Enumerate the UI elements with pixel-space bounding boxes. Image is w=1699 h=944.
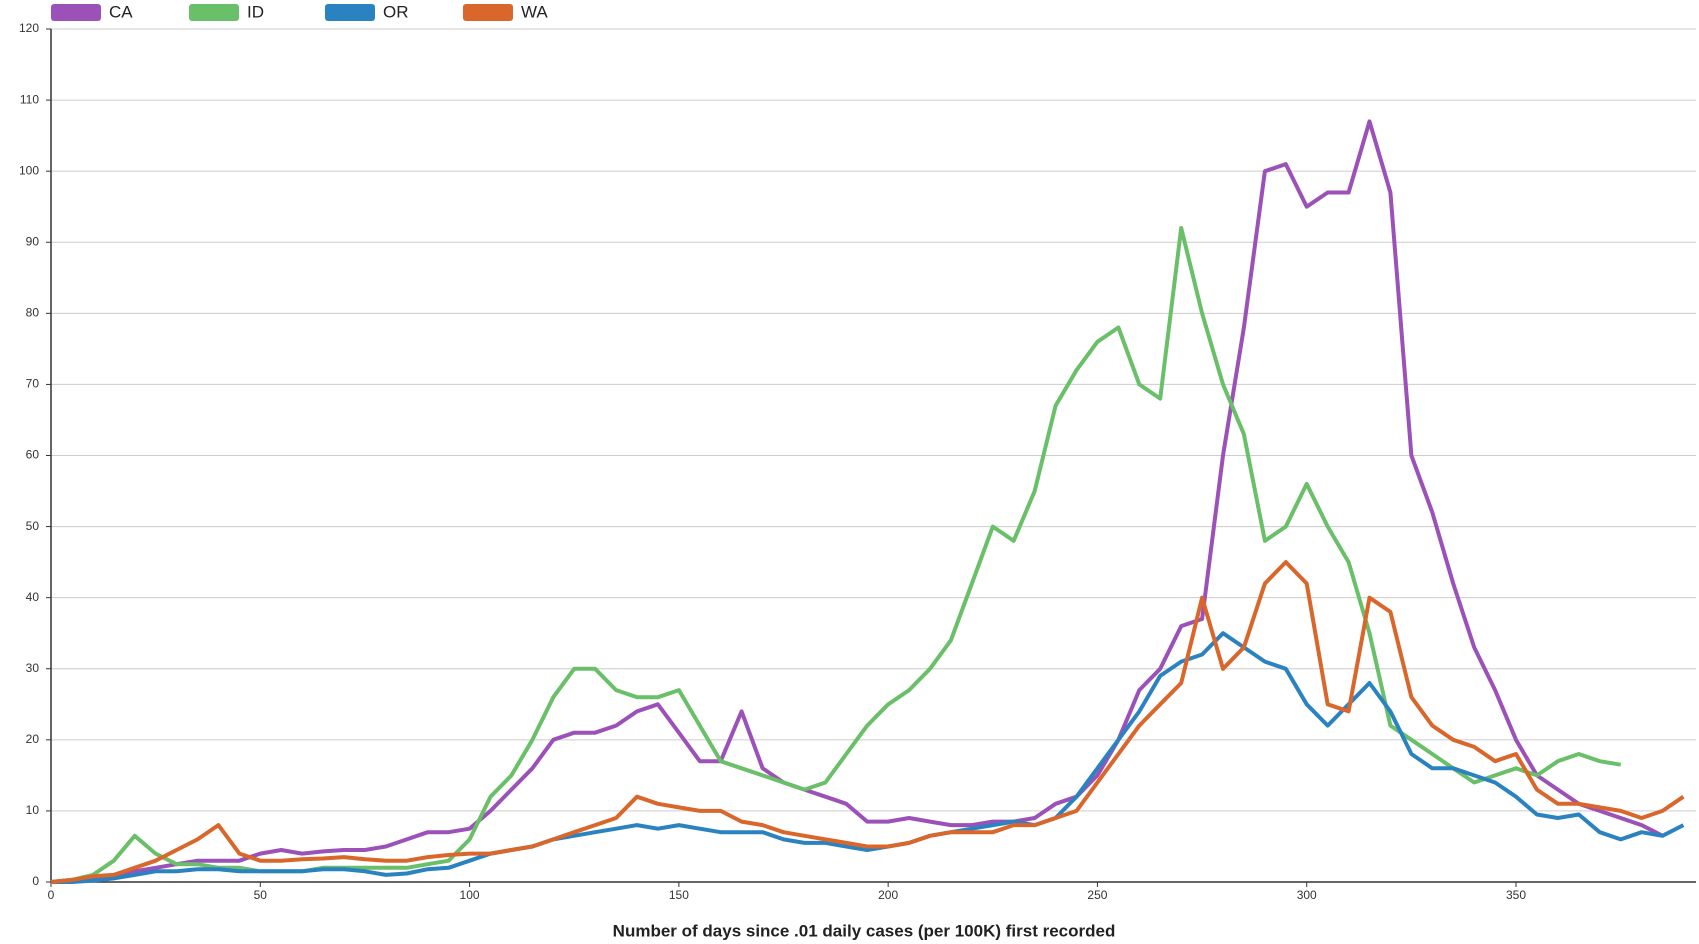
y-tick-label: 110 (20, 92, 39, 106)
legend-label: CA (109, 2, 133, 21)
y-tick-label: 120 (19, 21, 39, 35)
x-tick-label: 300 (1297, 888, 1317, 902)
y-tick-label: 70 (26, 377, 40, 391)
y-tick-label: 90 (26, 234, 40, 248)
y-tick-label: 50 (26, 519, 40, 533)
x-tick-label: 100 (460, 888, 480, 902)
x-axis-label: Number of days since .01 daily cases (pe… (613, 921, 1116, 940)
y-tick-label: 0 (32, 874, 39, 888)
x-tick-label: 50 (254, 888, 268, 902)
x-tick-label: 350 (1506, 888, 1526, 902)
y-tick-label: 20 (26, 732, 40, 746)
y-tick-label: 100 (19, 163, 39, 177)
legend-label: OR (383, 2, 409, 21)
legend-swatch (463, 4, 513, 21)
x-tick-label: 0 (48, 888, 55, 902)
y-tick-label: 80 (26, 306, 40, 320)
series-line (50, 226, 1622, 884)
legend-swatch (51, 4, 101, 21)
series-line (50, 119, 1664, 884)
y-tick-label: 60 (26, 448, 40, 462)
legend-swatch (325, 4, 375, 21)
x-tick-label: 250 (1087, 888, 1107, 902)
legend-label: WA (521, 2, 548, 21)
series-line (50, 560, 1685, 884)
x-tick-label: 200 (878, 888, 898, 902)
x-tick-label: 150 (669, 888, 689, 902)
y-tick-label: 30 (26, 661, 40, 675)
y-tick-label: 10 (26, 803, 40, 817)
series-line (51, 631, 1685, 884)
legend-swatch (189, 4, 239, 21)
y-tick-label: 40 (26, 590, 40, 604)
legend-label: ID (247, 2, 264, 21)
